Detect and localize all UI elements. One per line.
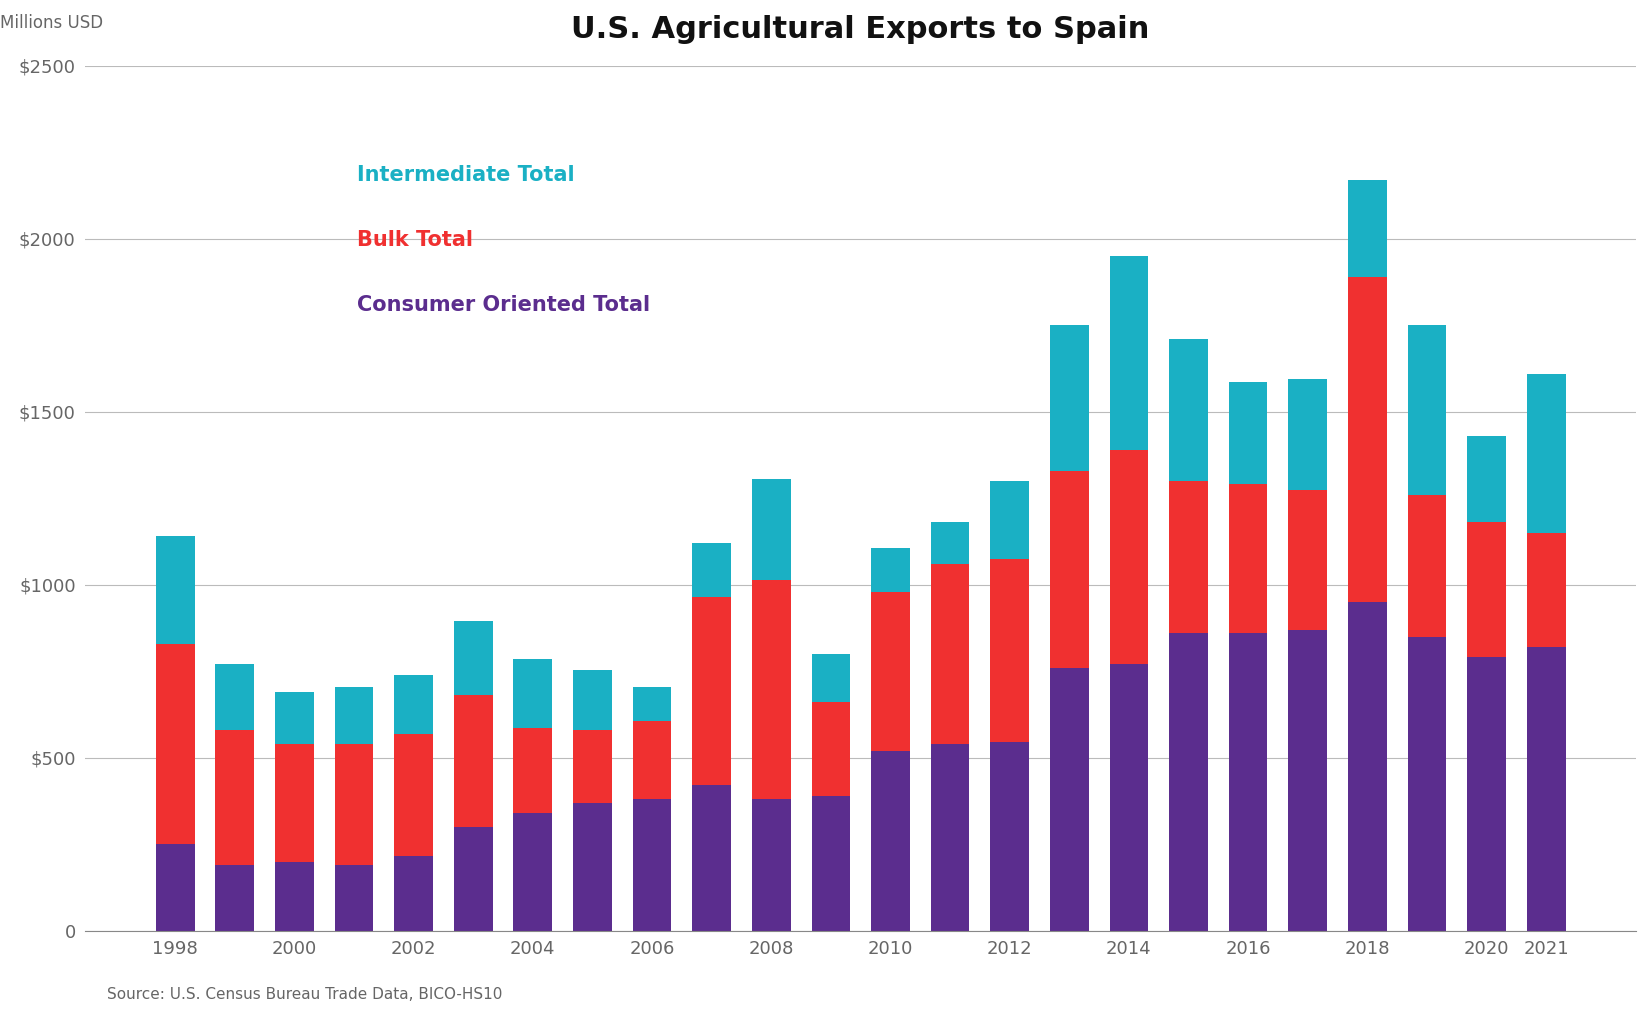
Bar <box>1527 374 1565 532</box>
Bar <box>1527 532 1565 647</box>
Bar <box>931 564 969 744</box>
Bar <box>692 786 731 931</box>
Bar <box>692 544 731 597</box>
Bar <box>454 827 492 931</box>
Bar <box>632 799 672 931</box>
Text: Intermediate Total: Intermediate Total <box>357 165 575 186</box>
Bar <box>1468 657 1506 931</box>
Bar <box>276 744 314 862</box>
Bar <box>513 659 551 728</box>
Bar <box>573 803 613 931</box>
Title: U.S. Agricultural Exports to Spain: U.S. Agricultural Exports to Spain <box>571 15 1149 44</box>
Bar <box>751 799 791 931</box>
Bar <box>751 580 791 799</box>
Bar <box>991 742 1029 931</box>
Bar <box>931 522 969 564</box>
Bar <box>692 597 731 786</box>
Bar <box>1408 495 1446 637</box>
Bar <box>395 674 433 733</box>
Bar <box>395 857 433 931</box>
Bar <box>812 796 850 931</box>
Bar <box>276 862 314 931</box>
Bar <box>1169 339 1209 481</box>
Bar <box>812 654 850 703</box>
Bar <box>1288 490 1327 630</box>
Bar <box>335 686 373 744</box>
Bar <box>632 686 672 721</box>
Bar <box>1468 436 1506 522</box>
Bar <box>155 536 195 644</box>
Bar <box>395 733 433 857</box>
Bar <box>276 692 314 744</box>
Bar <box>1527 647 1565 931</box>
Bar <box>872 549 910 591</box>
Bar <box>216 664 254 730</box>
Bar <box>872 750 910 931</box>
Bar <box>216 730 254 865</box>
Bar <box>812 703 850 796</box>
Bar <box>573 669 613 730</box>
Bar <box>513 813 551 931</box>
Bar <box>1408 637 1446 931</box>
Bar <box>1169 633 1209 931</box>
Bar <box>155 845 195 931</box>
Text: Source: U.S. Census Bureau Trade Data, BICO-HS10: Source: U.S. Census Bureau Trade Data, B… <box>107 987 502 1002</box>
Bar <box>1050 470 1088 668</box>
Bar <box>513 728 551 813</box>
Bar <box>991 559 1029 742</box>
Bar <box>454 621 492 696</box>
Bar <box>216 865 254 931</box>
Bar <box>632 721 672 799</box>
Bar <box>1347 277 1387 602</box>
Text: Bulk Total: Bulk Total <box>357 230 472 250</box>
Text: Consumer Oriented Total: Consumer Oriented Total <box>357 295 650 315</box>
Bar <box>335 865 373 931</box>
Bar <box>1050 325 1088 470</box>
Bar <box>155 644 195 845</box>
Bar <box>991 481 1029 559</box>
Bar <box>1109 664 1149 931</box>
Bar <box>1468 522 1506 657</box>
Bar <box>335 744 373 865</box>
Text: Millions USD: Millions USD <box>0 14 104 31</box>
Bar <box>1109 257 1149 450</box>
Bar <box>1228 485 1268 633</box>
Bar <box>1408 325 1446 495</box>
Bar <box>454 696 492 827</box>
Bar <box>1109 450 1149 664</box>
Bar <box>751 480 791 580</box>
Bar <box>1347 179 1387 277</box>
Bar <box>1288 630 1327 931</box>
Bar <box>1347 602 1387 931</box>
Bar <box>1228 633 1268 931</box>
Bar <box>872 591 910 750</box>
Bar <box>1050 668 1088 931</box>
Bar <box>573 730 613 803</box>
Bar <box>931 744 969 931</box>
Bar <box>1288 379 1327 490</box>
Bar <box>1228 382 1268 485</box>
Bar <box>1169 481 1209 633</box>
